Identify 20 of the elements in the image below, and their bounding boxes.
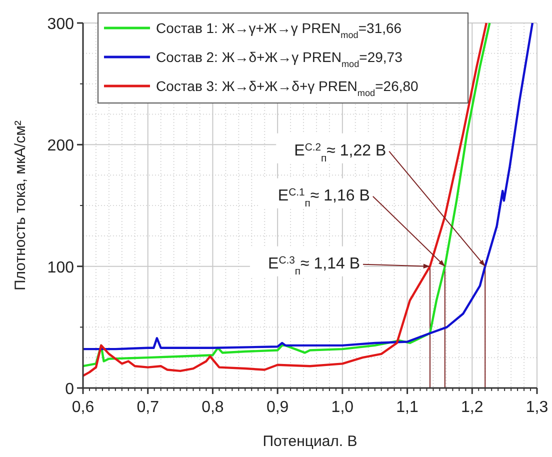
legend-label: Состав 1: Ж→γ+Ж→γ PREN$_{mod}$=31,66 [156,20,402,40]
y-tick-label: 0 [65,381,74,398]
x-tick-label: 1,2 [461,399,484,416]
x-tick-label: 0,6 [72,399,94,416]
annotation: E$^{C.3}$$_{п}$≈ 1,14 В [268,254,360,277]
y-tick-label: 100 [47,259,74,276]
x-tick-label: 0,9 [266,399,289,416]
y-axis-title: Плотность тока, мкА/см² [12,120,29,291]
x-tick-label: 1,0 [331,399,354,416]
annotation: E$^{C.1}$$_{п}$≈ 1,16 В [278,186,370,209]
x-tick-label: 0,7 [136,399,160,416]
x-tick-label: 0,8 [202,399,224,416]
y-tick-label: 200 [47,138,74,155]
legend-label: Состав 3: Ж→δ+Ж→δ+γ PREN$_{mod}$=26,80 [156,78,419,98]
x-axis-title: Потенциал. В [262,433,358,450]
x-tick-label: 1,1 [396,399,419,416]
y-tick-label: 300 [47,16,74,33]
legend-label: Состав 2: Ж→δ+Ж→γ PREN$_{mod}$=29,73 [156,49,403,69]
x-tick-label: 1,3 [526,399,548,416]
annotation: E$^{C.2}$$_{п}$≈ 1,22 В [294,142,386,164]
